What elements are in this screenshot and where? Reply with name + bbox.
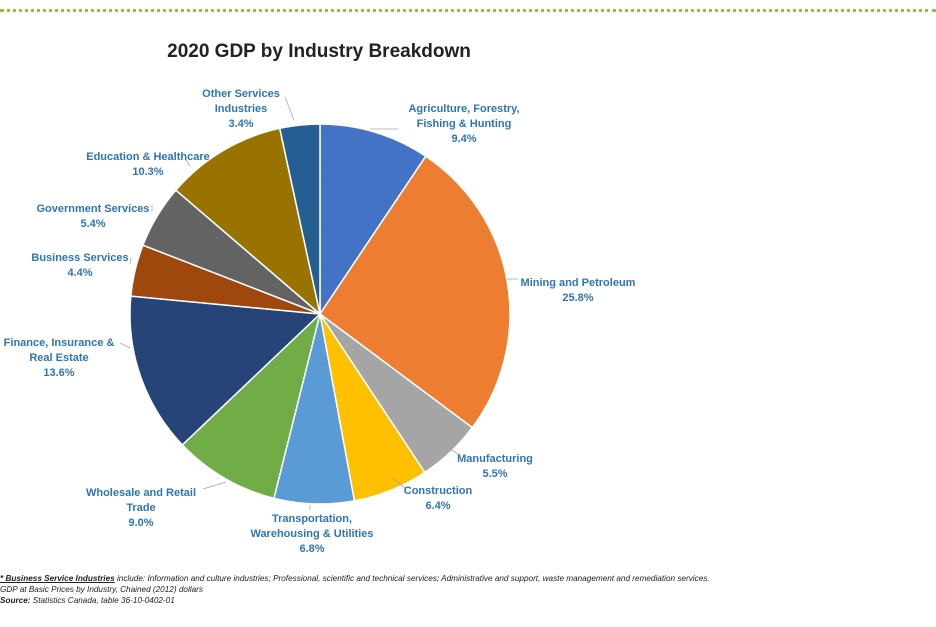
slice-label-7: Finance, Insurance & Real Estate 13.6% (4, 337, 115, 379)
leader-line-6 (202, 481, 227, 490)
slice-name-label: Manufacturing (457, 453, 533, 465)
slice-value-label: 4.4% (67, 267, 92, 279)
source-note: Source: Statistics Canada, table 36-10-0… (0, 595, 936, 606)
slice-label-2: Mining and Petroleum 25.8% (521, 277, 636, 304)
slice-name-label: Construction (404, 485, 473, 497)
slice-value-label: 9.4% (451, 133, 476, 145)
slice-value-label: 9.0% (128, 517, 153, 529)
slice-name-label: Agriculture, Forestry, (408, 103, 519, 115)
slice-label-1: Agriculture, Forestry, Fishing & Hunting 9… (408, 103, 519, 145)
slice-name-label: Transportation, (272, 513, 352, 525)
dotted-top-rule (0, 9, 936, 12)
slice-value-label: 5.4% (80, 218, 105, 230)
leader-line-10 (185, 159, 191, 167)
slice-name-label: Government Services (36, 203, 149, 215)
chart-title: 2020 GDP by Industry Breakdown (167, 41, 471, 62)
slice-name-label: Fishing & Hunting (417, 118, 512, 130)
slice-value-label: 10.3% (132, 166, 163, 178)
business-services-footnote: * Business Service Industries include: I… (0, 573, 936, 584)
slice-name-label: Trade (126, 502, 155, 514)
pie-slice-11 (278, 123, 321, 315)
slice-label-4: Construction 6.4% (404, 485, 473, 512)
slice-name-label: Wholesale and Retail (86, 487, 196, 499)
slice-value-label: 6.8% (299, 543, 324, 555)
business-footnote-prefix: * (0, 574, 6, 583)
footnotes: * Business Service Industries include: I… (0, 573, 936, 606)
pie-slice-7 (129, 295, 322, 446)
slice-label-10: Education & Healthcare 10.3% (86, 151, 209, 178)
slice-value-label: 13.6% (43, 367, 74, 379)
slice-label-6: Wholesale and Retail Trade 9.0% (86, 487, 196, 529)
leader-line-3 (443, 444, 461, 456)
leader-line-8 (129, 257, 132, 265)
slice-label-8: Business Services 4.4% (31, 252, 128, 279)
pie-slice-10 (174, 127, 322, 317)
pie-slice-6 (181, 311, 322, 500)
leader-line-7 (119, 342, 131, 349)
gdp-note: GDP at Basic Prices by Industry, Chained… (0, 585, 203, 594)
slice-value-label: 25.8% (562, 292, 593, 304)
slice-name-label: Real Estate (29, 352, 88, 364)
leader-line-4 (391, 477, 406, 489)
slice-name-label: Industries (215, 103, 268, 115)
slice-name-label: Warehousing & Utilities (250, 528, 373, 540)
slice-label-5: Transportation, Warehousing & Utilities 6.… (250, 513, 373, 555)
slice-label-11: Other Services Industries 3.4% (202, 88, 280, 130)
pie-slice-1 (319, 123, 427, 317)
slice-label-3: Manufacturing 5.5% (457, 453, 533, 480)
business-footnote-term: Business Service Industries (5, 574, 115, 583)
slice-name-label: Other Services (202, 88, 280, 100)
slice-label-9: Government Services 5.4% (36, 203, 149, 230)
slice-name-label: Business Services (31, 252, 128, 264)
leader-line-11 (284, 96, 295, 121)
slice-name-label: Finance, Insurance & (4, 337, 115, 349)
slice-name-label: Mining and Petroleum (521, 277, 636, 289)
pie-slice-2 (318, 155, 511, 429)
source-label: Source: (0, 596, 31, 605)
slice-value-label: 6.4% (425, 500, 450, 512)
slice-value-label: 3.4% (228, 118, 253, 130)
slice-value-label: 5.5% (482, 468, 507, 480)
pie-chart: Agriculture, Forestry, Fishing & Hunting 9… (4, 88, 636, 555)
source-text: Statistics Canada, table 36-10-0402-01 (30, 596, 175, 605)
business-footnote-text: include: Information and culture industr… (114, 574, 710, 583)
slice-name-label: Education & Healthcare (86, 151, 209, 163)
